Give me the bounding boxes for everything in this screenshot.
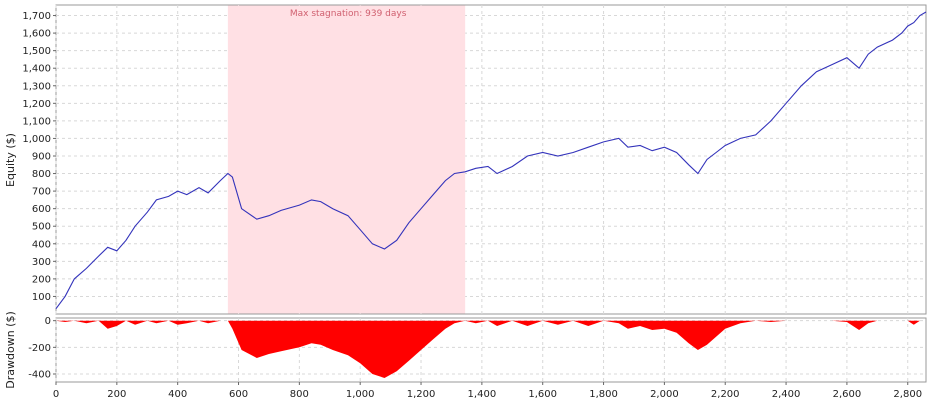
- equity-y-tick-label: 200: [32, 274, 51, 285]
- x-axis-ticks: 0 200 400 600 800 1,000 1,200 1,400 1,600 1,800 2,…: [53, 382, 922, 400]
- equity-y-tick-label: 500: [32, 222, 51, 233]
- x-tick-label: 800: [290, 389, 309, 400]
- x-tick-label: 0: [53, 389, 59, 400]
- equity-y-tick-label: 300: [32, 257, 51, 268]
- x-tick-label: 1,600: [528, 389, 557, 400]
- drawdown-plot-area: [55, 317, 927, 383]
- equity-y-tick-label: 600: [32, 204, 51, 215]
- x-tick-label: 400: [168, 389, 187, 400]
- equity-y-axis-label: Equity ($): [4, 133, 17, 187]
- equity-y-tick-label: 1,100: [22, 116, 51, 127]
- equity-y-tick-label: 700: [32, 187, 51, 198]
- equity-y-tick-label: 100: [32, 292, 51, 303]
- equity-y-tick-label: 1,500: [22, 46, 51, 57]
- equity-y-tick-label: 1,200: [22, 99, 51, 110]
- drawdown-y-tick-label: -400: [28, 370, 51, 381]
- equity-y-tick-label: 1,400: [22, 64, 51, 75]
- equity-y-tick-label: 1,700: [22, 11, 51, 22]
- x-tick-label: 1,000: [346, 389, 375, 400]
- x-tick-label: 1,400: [468, 389, 497, 400]
- x-tick-label: 1,800: [589, 389, 618, 400]
- equity-y-tick-label: 1,300: [22, 81, 51, 92]
- equity-y-tick-label: 1,600: [22, 29, 51, 40]
- drawdown-y-tick-label: -200: [28, 343, 51, 354]
- x-tick-label: 2,000: [650, 389, 679, 400]
- equity-panel: Max stagnation: 939 days Equity ($) 100 2…: [4, 4, 927, 315]
- drawdown-area: [56, 320, 926, 378]
- x-tick-label: 2,200: [711, 389, 740, 400]
- drawdown-y-tick-label: 0: [45, 316, 51, 327]
- x-tick-label: 600: [229, 389, 248, 400]
- equity-plot-area: [55, 4, 927, 315]
- stagnation-label: Max stagnation: 939 days: [290, 9, 407, 19]
- x-tick-label: 2,600: [833, 389, 862, 400]
- equity-y-tick-label: 800: [32, 169, 51, 180]
- equity-line: [55, 11, 927, 310]
- x-tick-label: 2,800: [893, 389, 922, 400]
- drawdown-gridlines: [55, 318, 926, 382]
- equity-y-tick-label: 1,000: [22, 134, 51, 145]
- x-tick-label: 1,200: [407, 389, 436, 400]
- equity-y-tick-label: 900: [32, 151, 51, 162]
- x-tick-label: 200: [107, 389, 126, 400]
- stagnation-band: [227, 5, 466, 314]
- x-tick-label: 2,400: [772, 389, 801, 400]
- equity-gridlines: [55, 5, 926, 314]
- equity-y-ticks: 100 200 300 400 500 600 700 800 900 1,000 1,100 1,2…: [22, 11, 56, 303]
- drawdown-y-axis-label: Drawdown ($): [4, 311, 17, 389]
- equity-y-tick-label: 400: [32, 239, 51, 250]
- drawdown-y-ticks: 0 -200 -400: [28, 316, 56, 381]
